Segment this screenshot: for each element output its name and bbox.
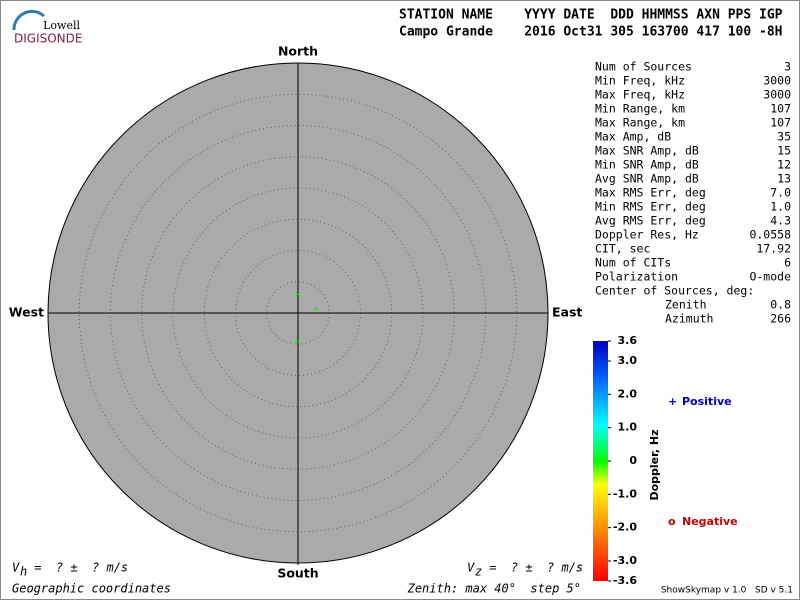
stat-value: 13 [777,172,791,186]
source-point [294,291,300,297]
header-values: Campo Grande 2016 Oct31 305 163700 417 1… [399,25,783,40]
legend-name: Negative [682,515,738,528]
stat-label: Max Range, km [595,116,685,130]
stat-value: 15 [777,144,791,158]
center-value: 266 [770,312,791,326]
vz-symbol: V [467,561,475,575]
source-point [313,306,319,312]
stat-label: Max SNR Amp, dB [595,144,699,158]
stat-label: Min Freq, kHz [595,74,685,88]
east-label: East [552,305,582,320]
header-columns: STATION NAME YYYY DATE DDD HHMMSS AXN PP… [399,8,783,23]
south-label: South [277,566,318,581]
stat-value: 107 [770,116,791,130]
stat-value: 12 [777,158,791,172]
colorbar-tick-label: 0 [629,454,637,467]
stat-value: 4.3 [770,214,791,228]
stat-label: Num of Sources [595,60,692,74]
vz-sub: z [475,565,482,579]
logo-line2: DIGISONDE [14,32,82,46]
stat-label: Num of CITs [595,256,671,270]
vh-sub: h [20,565,27,579]
stat-label: Avg SNR Amp, dB [595,172,699,186]
stat-label: Max Freq, kHz [595,88,685,102]
stat-value: 3 [784,60,791,74]
colorbar-tick-label: 2.0 [618,387,638,400]
stat-value: O-mode [749,270,791,284]
stat-label: Doppler Res, Hz [595,228,699,242]
legend-symbol: + [668,395,677,408]
stat-label: Max Amp, dB [595,130,671,144]
center-label: Zenith [665,298,707,312]
colorbar-tick-label: -3.0 [613,554,637,567]
colorbar-label: Doppler, Hz [648,429,661,500]
logo-line1: Lowell [43,19,80,32]
center-label: Azimuth [665,312,713,326]
source-point [294,338,300,344]
stat-value: 7.0 [770,186,791,200]
colorbar-tick-label: -3.6 [613,574,637,587]
version: ShowSkymap v 1.0 SD v 5.1 [661,586,793,596]
colorbar-tick-label: 1.0 [618,421,638,434]
stat-value: 1.0 [770,200,791,214]
stat-value: 6 [784,256,791,270]
logo-swoosh [12,9,45,31]
stat-value: 3000 [763,88,791,102]
vh-text: = ? ± ? m/s [27,561,128,575]
stat-label: Min Range, km [595,102,685,116]
stat-value: 35 [777,130,791,144]
vz-text: = ? ± ? m/s [482,561,583,575]
colorbar-tick-label: -2.0 [613,521,637,534]
colorbar-tick-label: -1.0 [613,487,637,500]
stat-value: 107 [770,102,791,116]
stat-value: 3000 [763,74,791,88]
coordinates-note: Geographic coordinates [12,582,171,596]
skymap-plot: North South East West 3.6 3.0 2.0 1.0 0 -1.0 -2.0 -… [9,44,738,588]
stat-value: 17.92 [756,242,791,256]
stat-label: Max RMS Err, deg [595,186,706,200]
stat-label: CIT, sec [595,242,650,256]
zenith-note: Zenith: max 40° step 5° [407,582,581,596]
vh-symbol: V [12,561,20,575]
north-label: North [278,44,318,59]
stats-table: Num of Sources 3 Min Freq, kHz 3000 Max Freq… [595,60,791,326]
stat-value: 0.0558 [749,228,791,242]
stat-label: Min SNR Amp, dB [595,158,699,172]
legend-name: Positive [682,395,732,408]
colorbar-tick-label: 3.6 [618,334,638,347]
west-label: West [9,305,44,320]
center-value: 0.8 [770,298,791,312]
stat-label: Avg RMS Err, deg [595,214,706,228]
legend-symbol: o [668,515,676,528]
center-title: Center of Sources, deg: [595,284,754,298]
colorbar [593,341,608,581]
stat-label: Polarization [595,270,678,284]
colorbar-tick-label: 3.0 [618,354,638,367]
stat-label: Min RMS Err, deg [595,200,706,214]
